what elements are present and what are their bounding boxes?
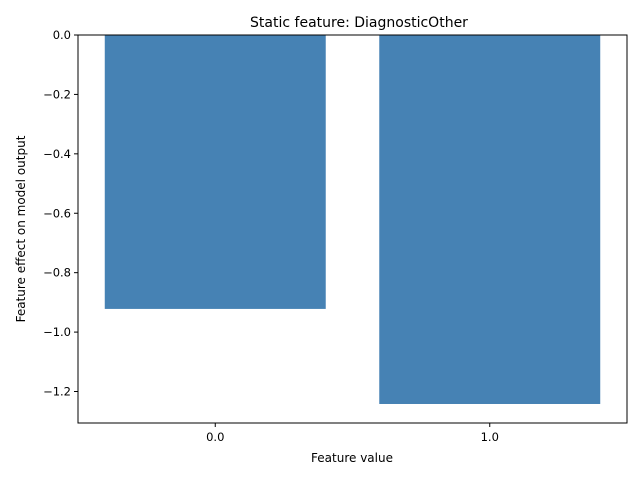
x-tick-label-0: 0.0 — [206, 430, 224, 444]
y-tick-label-1: −0.2 — [43, 87, 71, 101]
x-axis-ticks: 0.0 1.0 — [206, 423, 499, 444]
x-tick-label-1: 1.0 — [481, 430, 499, 444]
x-axis-label: Feature value — [311, 451, 393, 465]
bar-1 — [379, 35, 601, 404]
y-tick-label-4: −0.8 — [43, 266, 71, 280]
bar-0 — [104, 35, 326, 309]
chart-title: Static feature: DiagnosticOther — [250, 15, 468, 31]
y-tick-label-5: −1.0 — [43, 325, 71, 339]
y-axis-ticks: 0.0 −0.2 −0.4 −0.6 −0.8 −1.0 −1.2 — [43, 28, 78, 399]
plot-frame — [77, 34, 628, 424]
y-tick-label-2: −0.4 — [43, 147, 71, 161]
bars-group — [104, 35, 601, 404]
y-tick-label-3: −0.6 — [43, 206, 71, 220]
y-axis-label: Feature effect on model output — [14, 135, 28, 322]
y-tick-label-6: −1.2 — [43, 385, 71, 399]
y-tick-label-0: 0.0 — [53, 28, 71, 42]
